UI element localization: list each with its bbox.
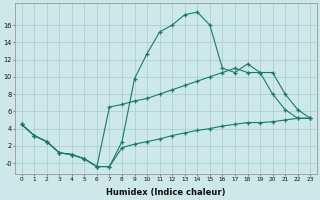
- X-axis label: Humidex (Indice chaleur): Humidex (Indice chaleur): [106, 188, 226, 197]
